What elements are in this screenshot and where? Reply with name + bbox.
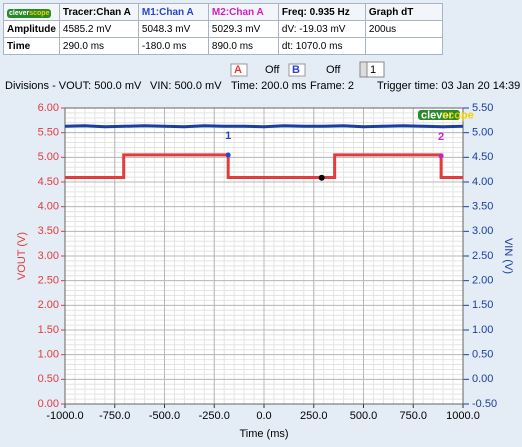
y-tick-label: 1.50 [38, 324, 59, 336]
spinner-value: 1 [370, 64, 376, 76]
info-trigger: Trigger time: 03 Jan 20 14:39 [377, 80, 520, 92]
series-line [65, 153, 463, 180]
y-tick-label: 2.00 [38, 299, 59, 311]
y-axis-label: VOUT (V) [16, 232, 28, 280]
cell: 4585.2 mV [58, 20, 139, 38]
b-icon[interactable] [288, 63, 306, 77]
y2-tick-label: 2.50 [472, 250, 493, 262]
row-label: Time [3, 37, 60, 55]
y2-tick-label: 1.50 [472, 299, 493, 311]
cell: 290.0 ms [58, 37, 139, 55]
y-tick-label: 3.50 [38, 225, 59, 237]
y2-tick-label: 2.00 [472, 275, 493, 287]
x-tick-label: 750.0 [399, 410, 427, 422]
info-frame: Frame: 2 [310, 80, 354, 92]
y2-tick-label: -0.50 [472, 398, 497, 410]
a-icon[interactable] [230, 63, 248, 77]
spinner-button[interactable] [359, 61, 368, 78]
y-tick-label: 5.50 [38, 127, 59, 139]
y-tick-label: 1.00 [38, 349, 59, 361]
y-tick-label: 6.00 [38, 102, 59, 114]
x-tick-label: -750.0 [99, 410, 130, 422]
y-tick-label: 5.00 [38, 151, 59, 163]
cell: 5048.3 mV [137, 20, 209, 38]
y-tick-label: 3.00 [38, 250, 59, 262]
marker [225, 152, 231, 158]
measurement-table: cleverscope Tracer:Chan A M1:Chan A M2:C… [3, 3, 443, 55]
info-time: Time: 200.0 ms [231, 80, 307, 92]
cell: 200us [364, 20, 443, 38]
y2-tick-label: 0.00 [472, 373, 493, 385]
marker-label: 2 [438, 131, 444, 143]
chart-logo-text: scope [442, 109, 474, 121]
x-tick-label: 0.0 [256, 410, 271, 422]
y-tick-label: 2.50 [38, 275, 59, 287]
y2-tick-label: 4.00 [472, 176, 493, 188]
logo-text: clever [9, 9, 30, 17]
x-tick-label: 250.0 [300, 410, 328, 422]
series-line [64, 124, 464, 129]
a-state: Off [265, 64, 280, 76]
x-tick-label: 500.0 [350, 410, 378, 422]
info-vin: VIN: 500.0 mV [150, 80, 222, 92]
y2-tick-label: 4.50 [472, 151, 493, 163]
b-label: B [292, 64, 300, 76]
logo-text: scope [29, 9, 50, 17]
y-tick-label: 0.00 [38, 398, 59, 410]
row-label: Amplitude [3, 20, 60, 38]
y-tick-label: 4.00 [38, 201, 59, 213]
header-cell: Tracer:Chan A [58, 3, 139, 21]
y2-tick-label: 3.00 [472, 225, 493, 237]
chart-logo [418, 110, 460, 120]
y2-tick-label: 5.50 [472, 102, 493, 114]
x-tick-label: -1000.0 [46, 410, 83, 422]
cell: -180.0 ms [137, 37, 209, 55]
chart-logo-text: clever [421, 109, 454, 121]
a-label: A [234, 64, 242, 76]
marker [438, 153, 444, 159]
y2-tick-label: 1.00 [472, 324, 493, 336]
x-tick-label: -250.0 [199, 410, 230, 422]
plot-border [64, 107, 464, 405]
x-axis-label: Time (ms) [239, 428, 288, 440]
logo-cell: cleverscope [3, 3, 60, 21]
x-tick-label: -500.0 [149, 410, 180, 422]
header-cell: Graph dT [364, 3, 443, 21]
info-divisions: Divisions - VOUT: 500.0 mV [5, 80, 142, 92]
row: Amplitude 4585.2 mV 5048.3 mV 5029.3 mV … [3, 20, 443, 38]
y2-tick-label: 3.50 [472, 201, 493, 213]
cell: dV: -19.03 mV [277, 20, 366, 38]
y-tick-label: 4.50 [38, 176, 59, 188]
cell: dt: 1070.0 ms [277, 37, 366, 55]
x-tick-label: 1000.0 [446, 410, 480, 422]
cell: 5029.3 mV [207, 20, 279, 38]
header-cell: Freq: 0.935 Hz [277, 3, 366, 21]
y2-tick-label: 0.50 [472, 349, 493, 361]
header-cell: M2:Chan A [207, 3, 279, 21]
marker-label: 1 [225, 130, 231, 142]
tracer [318, 174, 325, 181]
y2-axis-label: VIN (V) [502, 238, 514, 274]
logo: cleverscope [7, 8, 52, 18]
header-row: cleverscope Tracer:Chan A M1:Chan A M2:C… [3, 3, 443, 21]
cell: 890.0 ms [207, 37, 279, 55]
b-state: Off [326, 64, 341, 76]
cell [364, 37, 443, 55]
row: Time 290.0 ms -180.0 ms 890.0 ms dt: 107… [3, 37, 443, 55]
y-tick-label: 0.50 [38, 373, 59, 385]
header-cell: M1:Chan A [137, 3, 209, 21]
y2-tick-label: 5.00 [472, 127, 493, 139]
